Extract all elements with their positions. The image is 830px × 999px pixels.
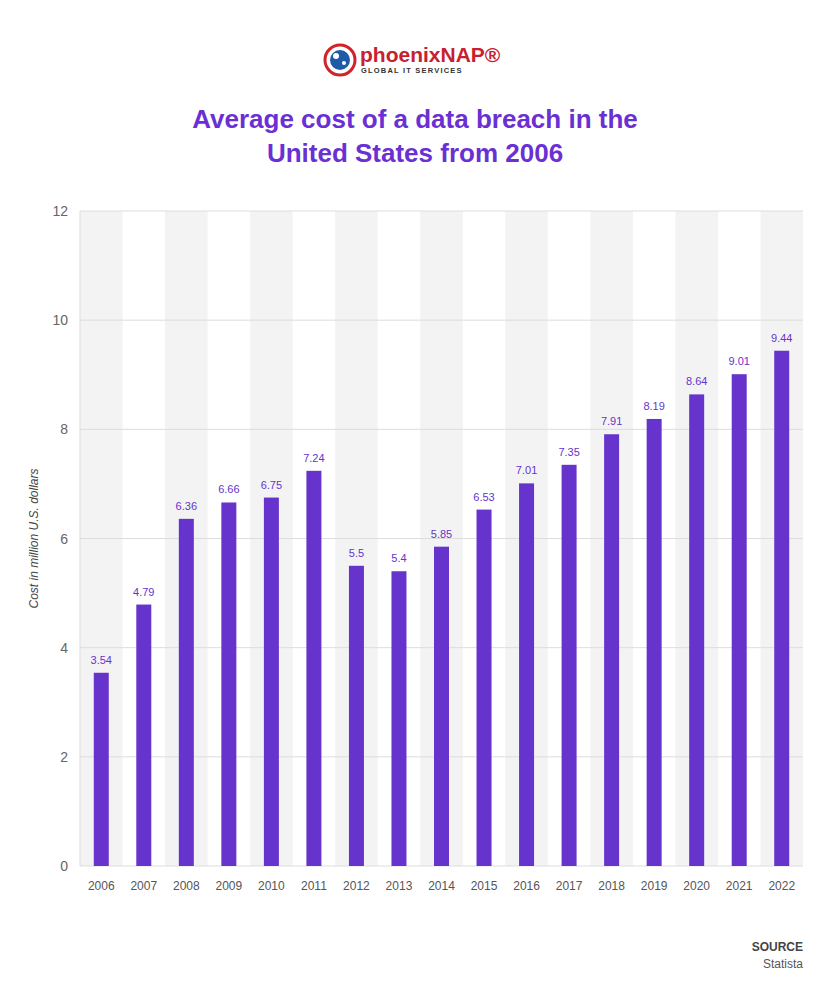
bar: [562, 465, 577, 866]
grid-line: [80, 211, 803, 212]
bar: [221, 502, 236, 866]
logo: phoenixNAP®GLOBAL IT SERVICES: [0, 40, 830, 80]
x-tick-label: 2013: [386, 879, 413, 893]
x-tick-label: 2016: [513, 879, 540, 893]
x-tick-label: 2014: [428, 879, 455, 893]
data-label: 9.01: [728, 355, 749, 367]
data-label: 8.64: [686, 375, 707, 387]
logo-text: phoenixNAP®: [360, 43, 501, 66]
source-label: SOURCE: [752, 940, 803, 954]
bars: [94, 351, 789, 866]
bar: [349, 566, 364, 866]
data-label: 6.66: [218, 483, 239, 495]
bar: [689, 394, 704, 866]
bar: [434, 547, 449, 866]
x-tick-label: 2009: [216, 879, 243, 893]
data-label: 7.01: [516, 464, 537, 476]
bar: [732, 374, 747, 866]
bar: [647, 419, 662, 866]
logo-dot: [342, 61, 346, 65]
grid-line: [80, 320, 803, 321]
data-label: 5.85: [431, 528, 452, 540]
data-label: 9.44: [771, 332, 792, 344]
y-axis-line: [80, 211, 81, 866]
data-label: 5.5: [349, 547, 364, 559]
bar: [94, 673, 109, 866]
bar: [477, 510, 492, 866]
data-label: 6.53: [473, 491, 494, 503]
x-tick-label: 2015: [471, 879, 498, 893]
y-tick-label: 10: [52, 312, 68, 328]
source: Statista: [763, 957, 803, 971]
logo-core: [330, 50, 350, 70]
bar: [519, 483, 534, 866]
logo-ring: [325, 45, 355, 75]
logo-subtext: GLOBAL IT SERVICES: [361, 66, 463, 75]
data-label: 6.36: [176, 500, 197, 512]
chart: 0 2 4 6 8 10 12 Cost in million U.S. dollars 3.5…: [0, 0, 830, 930]
x-tick-label: 2012: [343, 879, 370, 893]
data-label: 4.79: [133, 586, 154, 598]
bar: [391, 571, 406, 866]
bar: [604, 434, 619, 866]
data-labels: 3.54 4.79 6.36 6.66 6.75 7.24 5.5 5.4 5.85 6.53 7.…: [91, 332, 793, 666]
logo-icon: [325, 45, 355, 75]
data-label: 3.54: [91, 654, 112, 666]
bar: [264, 498, 279, 866]
x-tick-label: 2022: [768, 879, 795, 893]
y-axis-label: Cost in million U.S. dollars: [27, 468, 41, 608]
bar: [136, 605, 151, 866]
data-label: 7.91: [601, 415, 622, 427]
x-tick-label: 2006: [88, 879, 115, 893]
data-label: 5.4: [391, 552, 406, 564]
y-tick-label: 12: [52, 203, 68, 219]
data-label: 7.35: [558, 446, 579, 458]
y-tick-label: 0: [60, 858, 68, 874]
bar: [179, 519, 194, 866]
x-tick-label: 2018: [598, 879, 625, 893]
x-tick-label: 2007: [130, 879, 157, 893]
title: Average cost of a data breach in the Uni…: [190, 102, 640, 170]
bar: [774, 351, 789, 866]
y-tick-label: 4: [60, 640, 68, 656]
data-label: 7.24: [303, 452, 324, 464]
x-tick-label: 2021: [726, 879, 753, 893]
x-tick-label: 2008: [173, 879, 200, 893]
logo-dot: [333, 53, 339, 59]
y-tick-label: 2: [60, 749, 68, 765]
x-axis: 2006 2007 2008 2009 2010 2011 2012 2013 2014 2015…: [88, 879, 795, 893]
y-axis: 0 2 4 6 8 10 12: [52, 203, 803, 874]
x-tick-label: 2019: [641, 879, 668, 893]
x-tick-label: 2017: [556, 879, 583, 893]
x-tick-label: 2011: [301, 879, 327, 893]
y-tick-label: 8: [60, 421, 68, 437]
page: {"chart_data": {"type": "bar", "logo_tex…: [0, 0, 830, 999]
bar: [306, 471, 321, 866]
x-tick-label: 2010: [258, 879, 285, 893]
x-tick-label: 2020: [683, 879, 710, 893]
data-label: 6.75: [261, 479, 282, 491]
y-tick-label: 6: [60, 531, 68, 547]
column-backgrounds: [80, 211, 803, 866]
data-label: 8.19: [643, 400, 664, 412]
